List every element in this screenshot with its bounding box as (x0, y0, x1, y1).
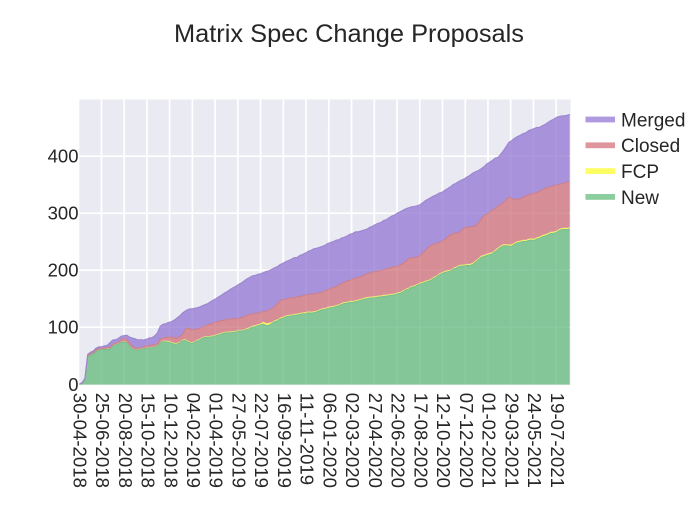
svg-text:11-11-2019: 11-11-2019 (297, 393, 318, 485)
svg-text:19-07-2021: 19-07-2021 (547, 393, 568, 488)
svg-text:04-02-2019: 04-02-2019 (183, 393, 204, 488)
svg-text:07-12-2020: 07-12-2020 (456, 393, 477, 488)
svg-text:24-05-2021: 24-05-2021 (524, 393, 545, 488)
svg-text:100: 100 (48, 317, 79, 338)
svg-text:15-10-2018: 15-10-2018 (138, 393, 159, 488)
svg-text:12-10-2020: 12-10-2020 (433, 393, 454, 488)
svg-text:200: 200 (48, 260, 79, 281)
svg-text:20-08-2018: 20-08-2018 (115, 393, 136, 488)
svg-text:27-05-2019: 27-05-2019 (229, 393, 250, 488)
svg-text:30-04-2018: 30-04-2018 (69, 393, 90, 488)
svg-text:29-03-2021: 29-03-2021 (501, 393, 522, 488)
svg-text:22-07-2019: 22-07-2019 (251, 393, 272, 488)
svg-text:17-08-2020: 17-08-2020 (410, 393, 431, 488)
svg-text:27-04-2020: 27-04-2020 (365, 393, 386, 488)
svg-text:0: 0 (68, 374, 78, 395)
svg-text:02-03-2020: 02-03-2020 (342, 393, 363, 488)
svg-text:01-02-2021: 01-02-2021 (479, 393, 500, 488)
svg-text:Matrix Spec Change Proposals: Matrix Spec Change Proposals (174, 20, 524, 48)
svg-text:New: New (621, 188, 659, 209)
svg-text:Closed: Closed (621, 136, 680, 157)
svg-text:01-04-2019: 01-04-2019 (206, 393, 227, 488)
svg-text:22-06-2020: 22-06-2020 (388, 393, 409, 488)
svg-text:400: 400 (48, 146, 79, 167)
svg-text:06-01-2020: 06-01-2020 (319, 393, 340, 488)
svg-text:10-12-2018: 10-12-2018 (160, 393, 181, 488)
svg-text:FCP: FCP (621, 162, 659, 183)
svg-text:25-06-2018: 25-06-2018 (92, 393, 113, 488)
svg-text:16-09-2019: 16-09-2019 (274, 393, 295, 488)
svg-text:300: 300 (48, 203, 79, 224)
svg-text:Merged: Merged (621, 110, 685, 131)
